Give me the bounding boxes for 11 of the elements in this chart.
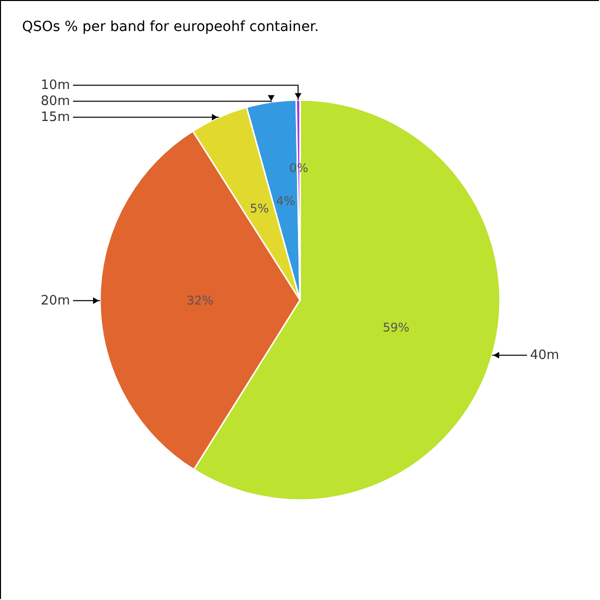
data-label: 59% <box>382 320 410 335</box>
data-label: 5% <box>250 202 269 216</box>
slice-label: 20m <box>40 294 70 309</box>
slice-label: 15m <box>40 110 70 126</box>
data-label: 32% <box>186 293 214 308</box>
data-label: 0% <box>289 161 308 176</box>
slice-label: 40m <box>530 348 560 364</box>
chart-title: QSOs % per band for europeohf container. <box>22 19 319 35</box>
slice-label: 80m <box>40 94 70 110</box>
data-label: 4% <box>276 194 296 208</box>
slice-label: 10m <box>40 78 70 94</box>
